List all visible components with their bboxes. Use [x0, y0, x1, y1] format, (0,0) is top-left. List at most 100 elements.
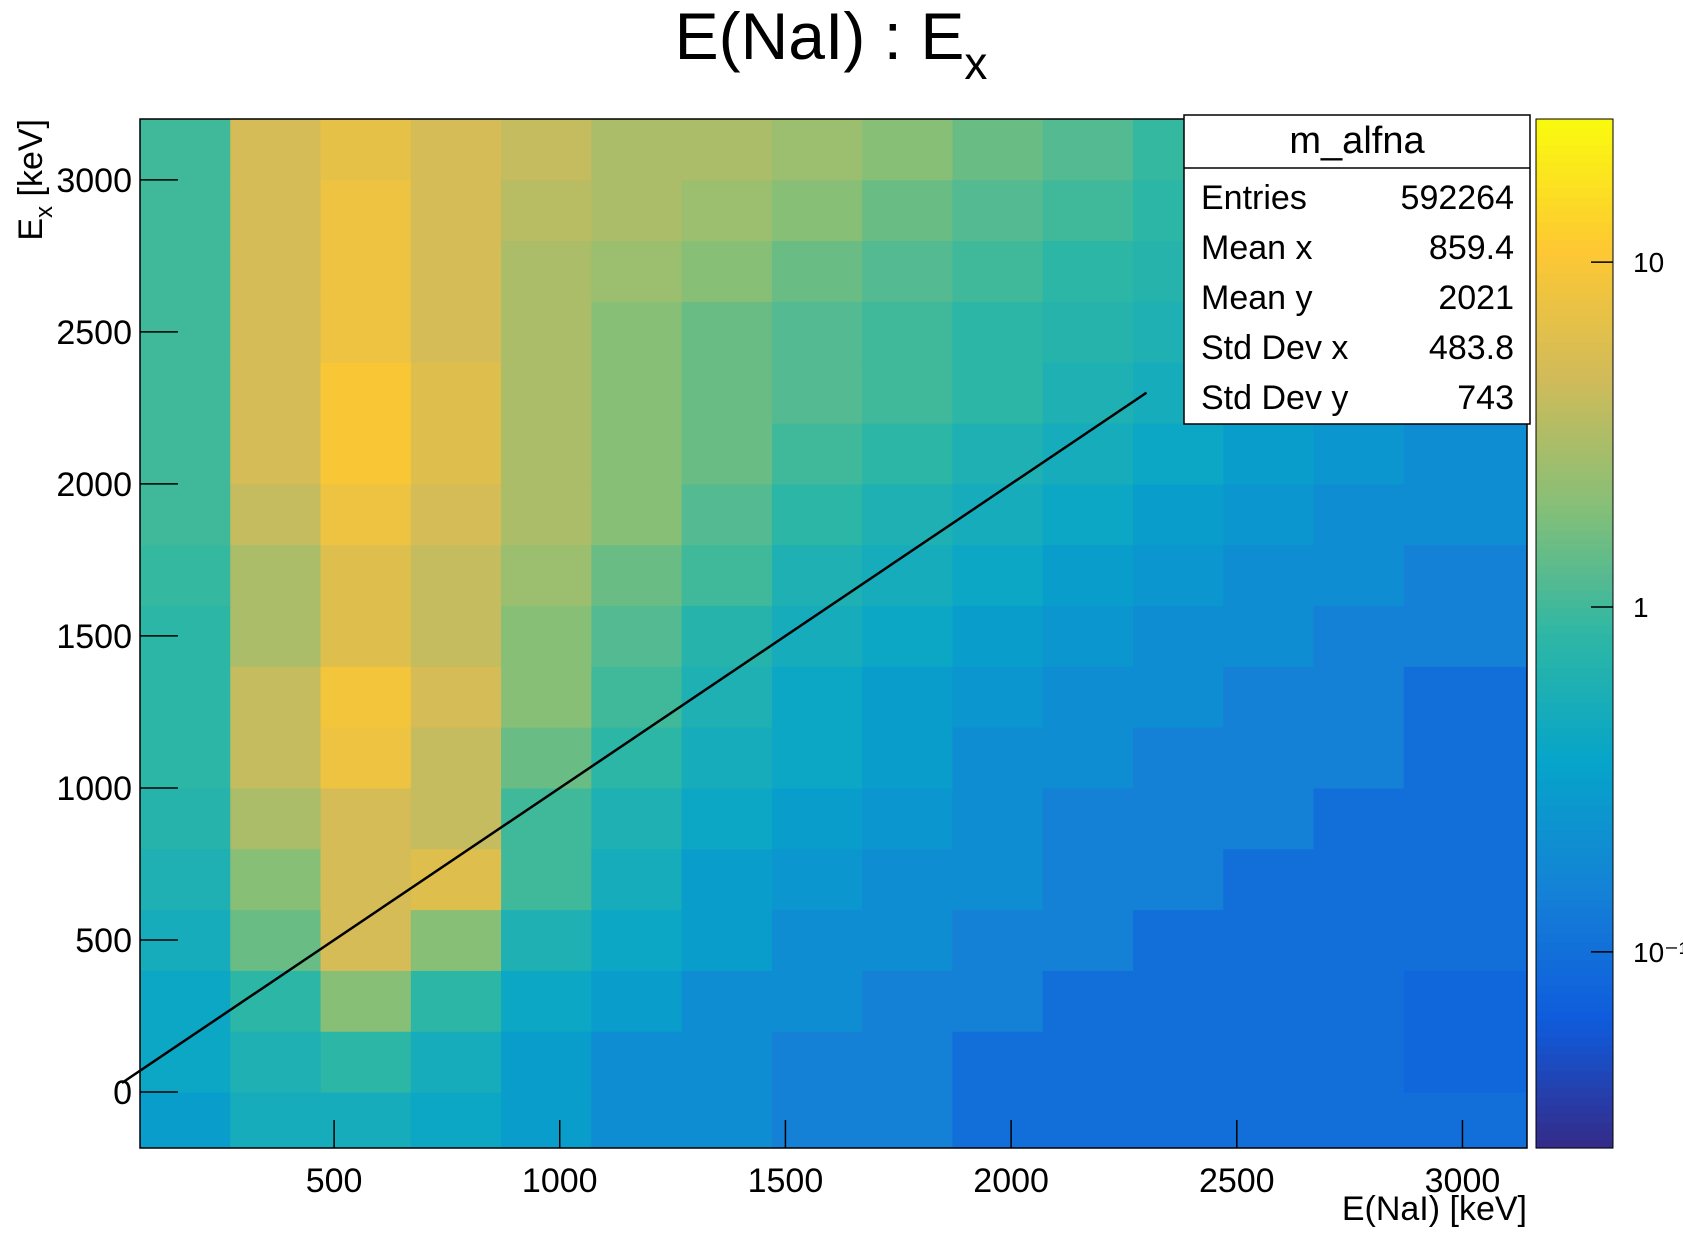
colorbar-segment	[1536, 702, 1613, 712]
heat-cell	[230, 119, 322, 181]
colorbar-segment	[1536, 487, 1613, 497]
colorbar-segment	[1536, 273, 1613, 283]
heat-cell	[1042, 240, 1134, 302]
chart-title: E(NaI) : Ex	[675, 0, 988, 89]
heat-cell	[501, 240, 592, 302]
heat-cell	[591, 666, 683, 728]
colorbar-segment	[1536, 196, 1613, 206]
stats-title: m_alfna	[1289, 120, 1425, 162]
colorbar-segment	[1536, 890, 1613, 900]
colorbar-segment	[1536, 676, 1613, 686]
y-tick-label: 1500	[56, 618, 132, 656]
colorbar-segment	[1536, 462, 1613, 472]
colorbar-segment	[1536, 985, 1613, 995]
heat-cell	[681, 970, 773, 1032]
colorbar-segment	[1536, 513, 1613, 523]
heat-cell	[320, 119, 412, 181]
heat-cell	[1042, 909, 1134, 971]
heat-cell	[591, 909, 683, 971]
heat-cell	[1223, 544, 1315, 607]
heat-cell	[320, 787, 412, 850]
colorbar-segment	[1536, 239, 1613, 249]
heat-cell	[1132, 423, 1224, 485]
y-label-text: E	[12, 218, 50, 241]
heat-cell	[320, 1031, 412, 1093]
heat-cell	[591, 179, 683, 242]
colorbar-segment	[1536, 847, 1613, 858]
colorbar-segment	[1536, 1122, 1613, 1132]
stats-label: Std Dev y	[1201, 379, 1348, 417]
heat-cell	[230, 605, 322, 667]
heat-cell	[591, 605, 683, 667]
colorbar-segment	[1536, 324, 1613, 334]
colorbar-segment	[1536, 796, 1613, 806]
heat-cell	[952, 970, 1044, 1032]
heat-cell	[1223, 727, 1315, 789]
colorbar-segment	[1536, 925, 1613, 935]
heat-cell	[230, 666, 322, 728]
heat-cell	[771, 787, 863, 850]
heat-cell	[862, 909, 953, 971]
heat-cell	[862, 1031, 953, 1093]
colorbar-segment	[1536, 813, 1613, 823]
colorbar-segment	[1536, 359, 1613, 369]
heat-cell	[140, 970, 231, 1032]
colorbar-segment	[1536, 582, 1613, 592]
heat-cell	[862, 362, 953, 424]
heat-cell	[320, 423, 412, 485]
colorbar-segment	[1536, 839, 1613, 849]
heat-cell	[501, 119, 592, 181]
heat-cell	[1132, 666, 1224, 728]
heat-cell	[410, 483, 502, 546]
heat-cell	[1042, 1031, 1134, 1093]
colorbar-segment	[1536, 453, 1613, 463]
colorbar-segment	[1536, 1139, 1613, 1149]
colorbar-segment	[1536, 1070, 1613, 1080]
heat-cell	[681, 483, 773, 546]
colorbar-segment	[1536, 1113, 1613, 1123]
colorbar-segment	[1536, 522, 1613, 532]
heat-cell	[1223, 787, 1315, 850]
y-tick-label: 1000	[56, 770, 132, 808]
y-tick-label: 500	[75, 922, 132, 960]
colorbar-segment	[1536, 564, 1613, 575]
heat-cell	[501, 1031, 592, 1093]
heat-cell	[410, 605, 502, 667]
heat-cell	[771, 301, 863, 363]
heat-cell	[952, 301, 1044, 363]
heat-cell	[771, 544, 863, 607]
heat-cell	[230, 787, 322, 850]
colorbar-segment	[1536, 916, 1613, 926]
heat-cell	[410, 909, 502, 971]
plot-frame	[139, 118, 1528, 1149]
heat-cell	[681, 1031, 773, 1093]
colorbar-segment	[1536, 1087, 1613, 1098]
colorbar-segment	[1536, 144, 1613, 154]
heat-cell	[1042, 544, 1134, 607]
colorbar-segment	[1536, 350, 1613, 360]
heat-cell	[1042, 362, 1134, 424]
heat-cell	[952, 909, 1044, 971]
heat-cell	[681, 1092, 773, 1149]
heat-cell	[771, 179, 863, 242]
heat-cell	[1132, 605, 1224, 667]
heat-cell	[1132, 544, 1224, 607]
heat-cell	[591, 483, 683, 546]
colorbar-segment	[1536, 616, 1613, 626]
heat-cell	[410, 423, 502, 485]
fit-line	[121, 391, 1148, 1084]
colorbar-segment	[1536, 1036, 1613, 1046]
heat-cell	[591, 240, 683, 302]
heat-cell	[410, 666, 502, 728]
heat-cell	[501, 423, 592, 485]
colorbar-segment	[1536, 187, 1613, 197]
heat-cell	[1042, 179, 1134, 242]
heat-cell	[410, 787, 502, 850]
heat-cell	[140, 362, 231, 424]
heat-cell	[591, 970, 683, 1032]
heat-cell	[1313, 666, 1405, 728]
y-tick-label: 3000	[56, 162, 132, 200]
heat-cell	[862, 179, 953, 242]
colorbar-segment	[1536, 933, 1613, 943]
heat-cell	[952, 1031, 1044, 1093]
